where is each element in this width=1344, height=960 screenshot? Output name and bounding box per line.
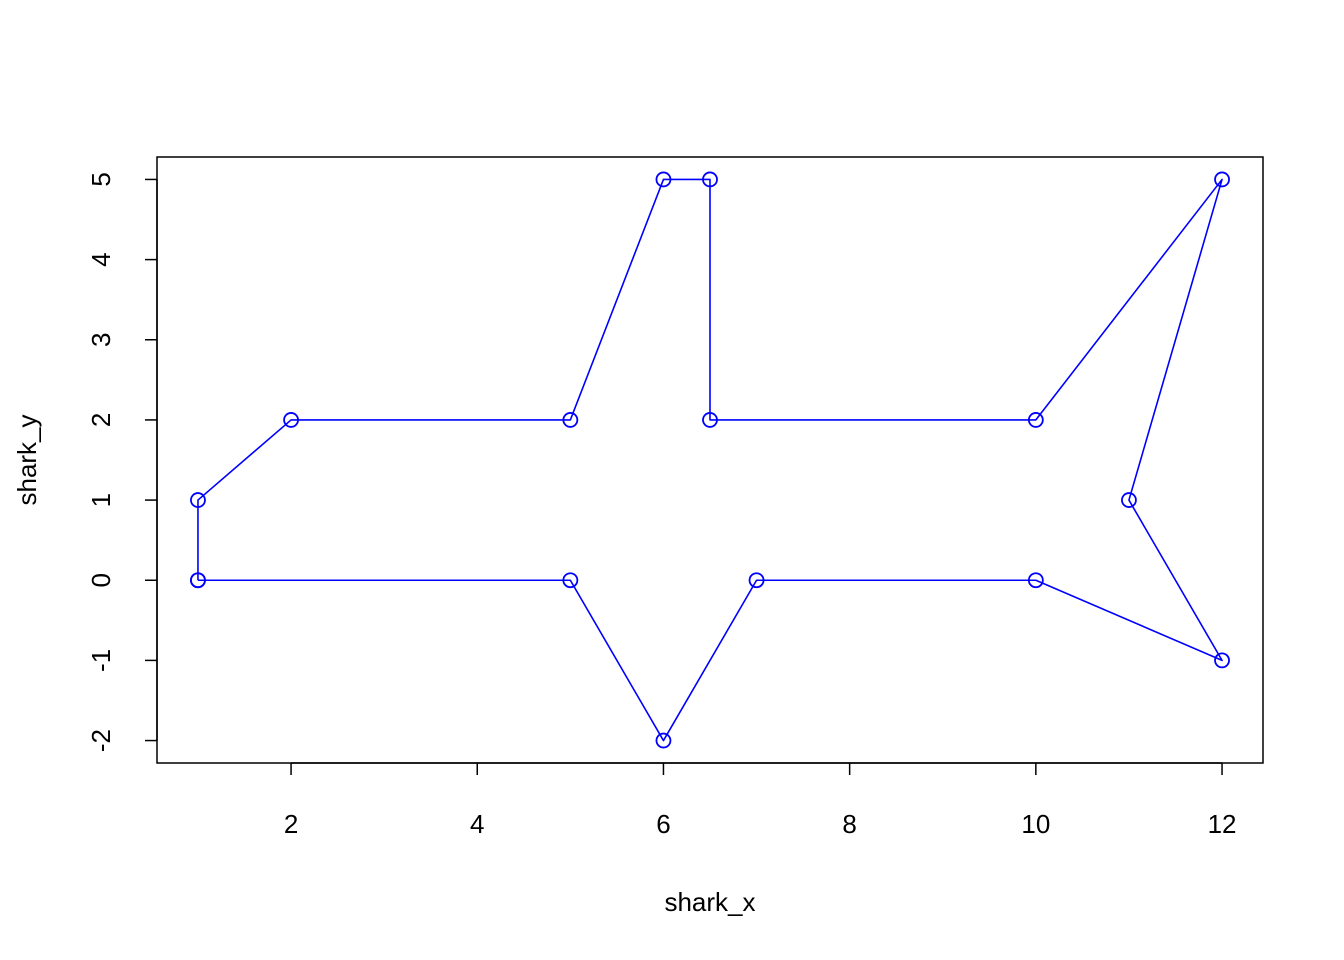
x-tick-label: 4: [470, 809, 484, 839]
y-axis-label: shark_y: [12, 414, 42, 505]
x-tick-label: 8: [842, 809, 856, 839]
y-axis: -2 -1 0 1 2 3 4 5: [86, 172, 158, 752]
data-point: [1027, 412, 1044, 428]
y-tick-label: 0: [86, 573, 116, 587]
y-tick-label: 3: [86, 333, 116, 347]
data-point: [655, 732, 672, 749]
series-layer: [190, 171, 1230, 749]
data-point: [702, 412, 718, 428]
x-tick-label: 12: [1208, 809, 1237, 839]
x-axis: 2 4 6 8 10 12: [284, 762, 1237, 839]
data-point: [283, 412, 299, 428]
y-tick-label: 4: [86, 252, 116, 266]
data-point: [1121, 492, 1137, 508]
data-point: [190, 492, 206, 508]
data-point: [562, 572, 579, 589]
y-tick-label: 5: [86, 172, 116, 186]
data-point: [562, 412, 579, 428]
x-tick-label: 10: [1021, 809, 1050, 839]
x-tick-label: 2: [284, 809, 298, 839]
data-point: [1214, 171, 1230, 188]
data-point: [1214, 652, 1230, 669]
data-point: [1027, 572, 1044, 589]
x-axis-label: shark_x: [664, 887, 755, 917]
y-tick-label: 1: [86, 493, 116, 507]
data-point: [655, 171, 672, 188]
y-tick-label: -2: [86, 729, 116, 752]
y-tick-label: 2: [86, 413, 116, 427]
data-point: [748, 572, 765, 589]
data-point: [190, 572, 206, 589]
data-point: [702, 171, 718, 188]
y-tick-label: -1: [86, 649, 116, 672]
x-tick-label: 6: [656, 809, 670, 839]
series-line: [197, 178, 1223, 742]
